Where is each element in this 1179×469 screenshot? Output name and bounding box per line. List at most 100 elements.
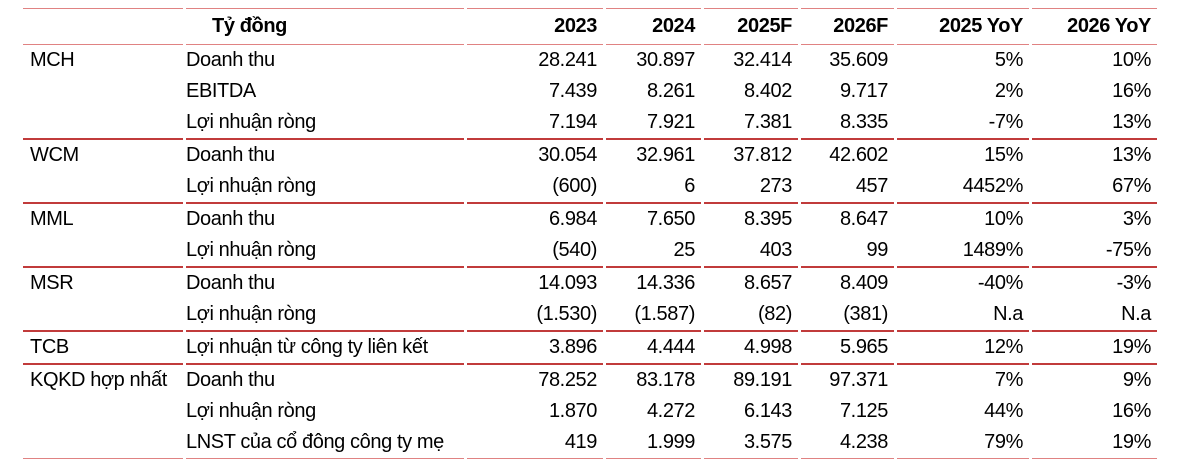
- value-cell: 83.178: [636, 369, 695, 391]
- table-row: Lợi nhuận ròng 7.194 7.921 7.381 8.335 -7% 13%: [23, 107, 1157, 140]
- value-cell: 32.961: [636, 144, 695, 166]
- metric-label-cell: Doanh thu: [186, 208, 275, 230]
- value-cell: (82): [704, 299, 798, 332]
- group-name-cell: [23, 235, 183, 268]
- value-cell: 19%: [1032, 332, 1157, 365]
- value-cell: 9%: [1122, 369, 1152, 391]
- value-cell: 457: [801, 171, 894, 204]
- value-cell: 2%: [994, 80, 1024, 102]
- group-name-cell: WCM: [30, 144, 79, 166]
- metric-label-cell: LNST của cổ đông công ty mẹ: [186, 427, 464, 459]
- value-cell: 419: [467, 427, 603, 459]
- value-cell: 30.897: [636, 49, 695, 71]
- value-cell: N.a: [1032, 299, 1157, 332]
- table-row: LNST của cổ đông công ty mẹ 419 1.999 3.575…: [23, 427, 1157, 459]
- value-cell: 28.241: [538, 49, 597, 71]
- value-cell: -7%: [897, 107, 1029, 140]
- group-name-cell: MCH: [30, 49, 75, 71]
- value-cell: 7.125: [839, 400, 888, 422]
- value-cell: 78.252: [538, 369, 597, 391]
- value-cell: 67%: [1032, 171, 1157, 204]
- group-name-cell: [23, 427, 183, 459]
- metric-label-cell: Doanh thu: [186, 144, 275, 166]
- value-cell: (1.530): [467, 299, 603, 332]
- value-cell: 37.812: [733, 144, 792, 166]
- table-row: EBITDA 7.439 8.261 8.402 9.717 2% 16%: [23, 76, 1157, 107]
- financial-summary-table: Tỷ đồng 2023 2024 2025F 2026F 2025 YoY 2…: [20, 8, 1160, 459]
- metric-label-cell: Lợi nhuận ròng: [186, 107, 464, 140]
- value-cell: 89.191: [733, 369, 792, 391]
- table-row: Lợi nhuận ròng (600) 6 273 457 4452% 67%: [23, 171, 1157, 204]
- header-2025-yoy: 2025 YoY: [897, 8, 1029, 45]
- value-cell: 7.194: [467, 107, 603, 140]
- value-cell: 25: [606, 235, 701, 268]
- header-year-2025f: 2025F: [704, 8, 798, 45]
- group-name-cell: [23, 107, 183, 140]
- value-cell: 8.261: [646, 80, 695, 102]
- value-cell: 273: [704, 171, 798, 204]
- value-cell: 8.335: [801, 107, 894, 140]
- value-cell: 9.717: [839, 80, 888, 102]
- value-cell: 15%: [984, 144, 1023, 166]
- header-2026-yoy: 2026 YoY: [1032, 8, 1157, 45]
- header-empty-cell: [23, 8, 183, 45]
- value-cell: 7.921: [606, 107, 701, 140]
- value-cell: 10%: [1112, 49, 1151, 71]
- value-cell: (381): [801, 299, 894, 332]
- value-cell: 79%: [897, 427, 1029, 459]
- value-cell: (600): [467, 171, 603, 204]
- header-year-2024: 2024: [606, 8, 701, 45]
- report-table-container: Tỷ đồng 2023 2024 2025F 2026F 2025 YoY 2…: [20, 8, 1160, 459]
- value-cell: 16%: [1112, 80, 1151, 102]
- table-body: MCH Doanh thu 28.241 30.897 32.414 35.609 5% 10…: [23, 45, 1157, 459]
- value-cell: 6: [606, 171, 701, 204]
- value-cell: (1.587): [606, 299, 701, 332]
- metric-label-cell: Doanh thu: [186, 49, 275, 71]
- value-cell: -3%: [1116, 272, 1152, 294]
- value-cell: 1489%: [897, 235, 1029, 268]
- table-row: WCM Doanh thu 30.054 32.961 37.812 42.602 15% 1…: [23, 140, 1157, 171]
- metric-label-cell: Lợi nhuận ròng: [186, 299, 464, 332]
- group-name-cell: [23, 76, 183, 107]
- value-cell: 7%: [994, 369, 1024, 391]
- value-cell: 5%: [994, 49, 1024, 71]
- header-unit-label: Tỷ đồng: [186, 8, 464, 45]
- metric-label-cell: Lợi nhuận ròng: [186, 235, 464, 268]
- value-cell: 32.414: [733, 49, 792, 71]
- value-cell: 4.444: [606, 332, 701, 365]
- value-cell: 7.439: [548, 80, 597, 102]
- group-name-cell: [23, 171, 183, 204]
- value-cell: 4.238: [801, 427, 894, 459]
- group-name-cell: TCB: [23, 332, 183, 365]
- value-cell: 8.395: [743, 208, 792, 230]
- value-cell: 7.381: [704, 107, 798, 140]
- value-cell: 14.093: [538, 272, 597, 294]
- value-cell: 403: [704, 235, 798, 268]
- value-cell: 13%: [1112, 144, 1151, 166]
- table-row: Lợi nhuận ròng (540) 25 403 99 1489% -75%: [23, 235, 1157, 268]
- value-cell: 10%: [984, 208, 1023, 230]
- value-cell: 7.650: [646, 208, 695, 230]
- value-cell: 3%: [1122, 208, 1152, 230]
- group-name-cell: KQKD hợp nhất: [30, 369, 167, 391]
- value-cell: 6.984: [548, 208, 597, 230]
- value-cell: (540): [467, 235, 603, 268]
- value-cell: 12%: [897, 332, 1029, 365]
- table-row: Lợi nhuận ròng 1.870 4.272 6.143 7.125 44% 16%: [23, 396, 1157, 427]
- value-cell: 97.371: [829, 369, 888, 391]
- value-cell: N.a: [897, 299, 1029, 332]
- metric-label-cell: Doanh thu: [186, 272, 275, 294]
- value-cell: 30.054: [538, 144, 597, 166]
- value-cell: -40%: [977, 272, 1023, 294]
- value-cell: 8.647: [839, 208, 888, 230]
- metric-label-cell: Doanh thu: [186, 369, 275, 391]
- value-cell: 13%: [1032, 107, 1157, 140]
- value-cell: 16%: [1112, 400, 1151, 422]
- table-row: MCH Doanh thu 28.241 30.897 32.414 35.609 5% 10…: [23, 45, 1157, 76]
- value-cell: 99: [801, 235, 894, 268]
- value-cell: 4452%: [897, 171, 1029, 204]
- value-cell: 3.575: [704, 427, 798, 459]
- value-cell: 44%: [984, 400, 1023, 422]
- metric-label-cell: Lợi nhuận ròng: [186, 171, 464, 204]
- value-cell: 6.143: [743, 400, 792, 422]
